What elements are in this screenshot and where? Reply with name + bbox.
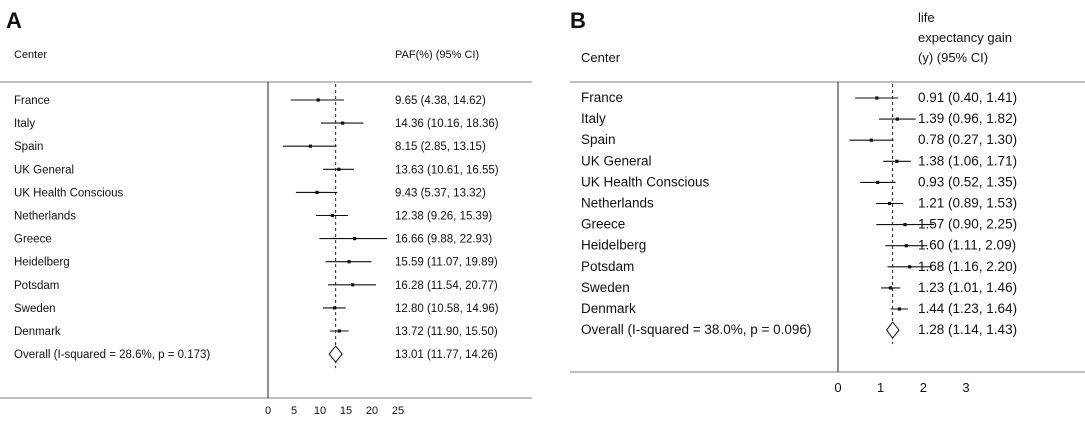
point-estimate — [904, 244, 908, 248]
point-estimate — [897, 307, 902, 311]
x-tick-label: 1 — [877, 380, 884, 395]
overall-diamond — [328, 345, 343, 363]
estimate-ci-label: 1.21 (0.89, 1.53) — [918, 196, 1017, 211]
x-tick-label: 10 — [314, 405, 326, 417]
point-estimate — [308, 144, 312, 148]
point-estimate — [332, 306, 337, 310]
point-estimate — [888, 286, 893, 290]
point-estimate — [908, 265, 912, 269]
estimate-ci-label: 16.66 (9.88, 22.93) — [395, 234, 492, 246]
estimate-ci-label: 1.57 (0.90, 2.25) — [918, 217, 1017, 232]
study-name: Spain — [14, 141, 43, 153]
estimate-ci-label: 1.23 (1.01, 1.46) — [918, 280, 1017, 295]
center-column-header: Center — [581, 50, 621, 65]
estimate-ci-label: 12.38 (9.26, 15.39) — [395, 211, 492, 223]
point-estimate — [888, 201, 892, 206]
point-estimate — [347, 260, 351, 264]
study-name: Denmark — [581, 301, 636, 316]
study-name: France — [581, 90, 623, 105]
x-tick-label: 5 — [291, 405, 297, 417]
x-tick-label: 25 — [392, 405, 404, 417]
estimate-ci-label: 9.65 (4.38, 14.62) — [395, 95, 486, 107]
estimate-ci-label: 9.43 (5.37, 13.32) — [395, 187, 486, 199]
estimate-ci-label: 13.72 (11.90, 15.50) — [395, 326, 498, 338]
study-name: UK General — [581, 153, 652, 168]
x-tick-label: 0 — [265, 405, 271, 417]
study-name: Netherlands — [581, 196, 654, 211]
point-estimate — [315, 190, 319, 194]
point-estimate — [895, 159, 899, 163]
overall-diamond — [886, 321, 900, 339]
study-name: Spain — [581, 132, 616, 147]
point-estimate — [316, 98, 320, 102]
overall-estimate-label: 1.28 (1.14, 1.43) — [918, 322, 1017, 337]
study-name: UK General — [14, 164, 74, 176]
study-name: Greece — [14, 234, 52, 246]
study-name: Potsdam — [581, 259, 634, 274]
point-estimate — [330, 213, 334, 218]
forest-panel-a: A Center PAF(%) (95% CI) 0 5 10 15 20 25 France 9.… — [0, 8, 532, 417]
point-estimate — [337, 329, 341, 333]
study-name: UK Health Conscious — [14, 187, 124, 199]
study-name: Potsdam — [14, 280, 59, 292]
forest-panel-b: B Center life expectancy gain (y) (95% CI) 0 1… — [570, 8, 1085, 395]
x-tick-label: 15 — [340, 405, 352, 417]
estimate-ci-label: 0.91 (0.40, 1.41) — [918, 90, 1017, 105]
panel-label: A — [6, 8, 22, 33]
estimate-ci-label: 14.36 (10.16, 18.36) — [395, 118, 499, 130]
study-name: Heidelberg — [14, 257, 70, 269]
study-name: Sweden — [581, 280, 630, 295]
study-name: Italy — [14, 118, 35, 130]
point-estimate — [337, 167, 341, 171]
point-estimate — [895, 117, 899, 121]
estimate-ci-label: 8.15 (2.85, 13.15) — [395, 141, 486, 153]
study-name: France — [14, 95, 50, 107]
x-tick-label: 2 — [920, 380, 927, 395]
estimate-ci-label: 16.28 (11.54, 20.77) — [395, 280, 498, 292]
x-tick-label: 0 — [834, 380, 841, 395]
estimate-ci-label: 1.39 (0.96, 1.82) — [918, 111, 1017, 126]
estimate-ci-label: 1.38 (1.06, 1.71) — [918, 153, 1017, 168]
estimate-column-header: (y) (95% CI) — [918, 50, 988, 65]
overall-name: Overall (I-squared = 38.0%, p = 0.096) — [581, 322, 811, 337]
study-name: Greece — [581, 217, 625, 232]
point-estimate — [341, 121, 345, 125]
point-estimate — [876, 180, 880, 184]
estimate-ci-label: 1.68 (1.16, 2.20) — [918, 259, 1017, 274]
estimate-column-header: PAF(%) (95% CI) — [395, 49, 479, 61]
x-tick-label: 3 — [962, 380, 969, 395]
estimate-ci-label: 15.59 (11.07, 19.89) — [395, 257, 498, 269]
estimate-column-header: expectancy gain — [918, 30, 1012, 45]
estimate-ci-label: 12.80 (10.58, 14.96) — [395, 303, 499, 315]
estimate-ci-label: 0.78 (0.27, 1.30) — [918, 132, 1017, 147]
x-tick-label: 20 — [366, 405, 378, 417]
study-name: UK Health Conscious — [581, 174, 710, 189]
overall-name: Overall (I-squared = 28.6%, p = 0.173) — [14, 349, 210, 361]
study-name: Italy — [581, 111, 606, 126]
study-name: Sweden — [14, 303, 56, 315]
estimate-ci-label: 13.63 (10.61, 16.55) — [395, 164, 499, 176]
point-estimate — [351, 283, 355, 287]
estimate-ci-label: 1.60 (1.11, 2.09) — [918, 238, 1016, 253]
study-name: Denmark — [14, 326, 61, 338]
study-name: Heidelberg — [581, 238, 646, 253]
overall-estimate-label: 13.01 (11.77, 14.26) — [395, 349, 498, 361]
estimate-column-header: life — [918, 10, 935, 25]
center-column-header: Center — [14, 49, 47, 61]
panel-label: B — [570, 8, 586, 33]
estimate-ci-label: 1.44 (1.23, 1.64) — [918, 301, 1017, 316]
estimate-ci-label: 0.93 (0.52, 1.35) — [918, 174, 1017, 189]
point-estimate — [869, 138, 873, 142]
point-estimate — [903, 223, 907, 227]
point-estimate — [875, 96, 879, 100]
point-estimate — [353, 237, 357, 241]
study-name: Netherlands — [14, 211, 76, 223]
